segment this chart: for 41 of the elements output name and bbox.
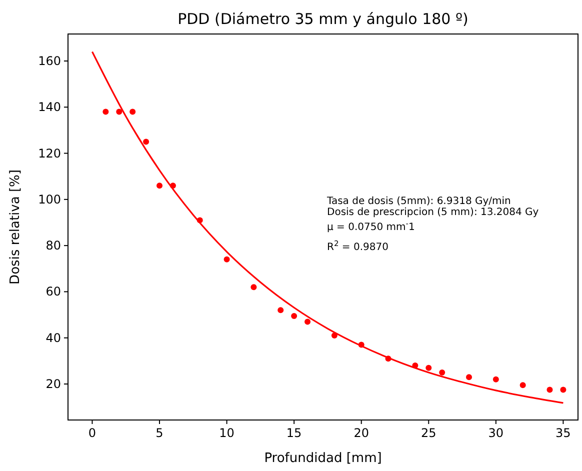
- line-series: [91, 50, 564, 404]
- chart-title: PDD (Diámetro 35 mm y ángulo 180 º): [178, 10, 468, 28]
- point: [156, 182, 163, 189]
- y-tick-label: 120: [38, 146, 61, 160]
- x-tick-label: 30: [488, 426, 504, 440]
- point: [520, 382, 526, 388]
- point: [304, 318, 311, 325]
- point: [291, 312, 298, 319]
- x-tick-label: 15: [286, 426, 302, 440]
- annotation: μ = 0.0750 mm$^{-}$1: [327, 218, 415, 233]
- point: [439, 369, 446, 376]
- annotation: Tasa de dosis (5mm): 6.9318 Gy/min: [326, 196, 511, 207]
- y-tick-label: 100: [38, 192, 61, 206]
- x-axis-title: Profundidad [mm]: [264, 451, 382, 466]
- point: [143, 138, 150, 145]
- annotation: R$^{2}$ = 0.9870: [327, 238, 388, 253]
- y-tick-label: 80: [46, 238, 61, 253]
- point: [116, 108, 122, 115]
- y-tick-label: 160: [38, 54, 61, 68]
- y-tick-label: 20: [46, 377, 61, 392]
- point: [466, 374, 472, 380]
- y-tick-label: 60: [46, 284, 61, 299]
- y-axis-title: Dosis relativa [%]: [8, 170, 23, 284]
- x-tick-label: 10: [219, 426, 234, 440]
- point: [130, 108, 136, 115]
- x-tick-label: 5: [156, 426, 164, 440]
- point: [492, 376, 499, 382]
- point: [278, 307, 284, 314]
- point: [426, 364, 432, 371]
- y-tick-label: 40: [46, 330, 61, 345]
- point: [224, 256, 230, 262]
- y-tick-label: 140: [38, 100, 61, 114]
- point: [546, 386, 553, 393]
- x-tick-label: 25: [420, 426, 436, 440]
- x-tick-label: 20: [354, 426, 369, 440]
- x-tick-label: 35: [556, 426, 571, 440]
- x-tick-label: 0: [88, 426, 96, 440]
- point: [560, 386, 566, 393]
- point: [102, 108, 109, 115]
- annotation: Dosis de prescripcion (5 mm): 13.2084 Gy: [327, 207, 539, 218]
- point: [250, 284, 257, 290]
